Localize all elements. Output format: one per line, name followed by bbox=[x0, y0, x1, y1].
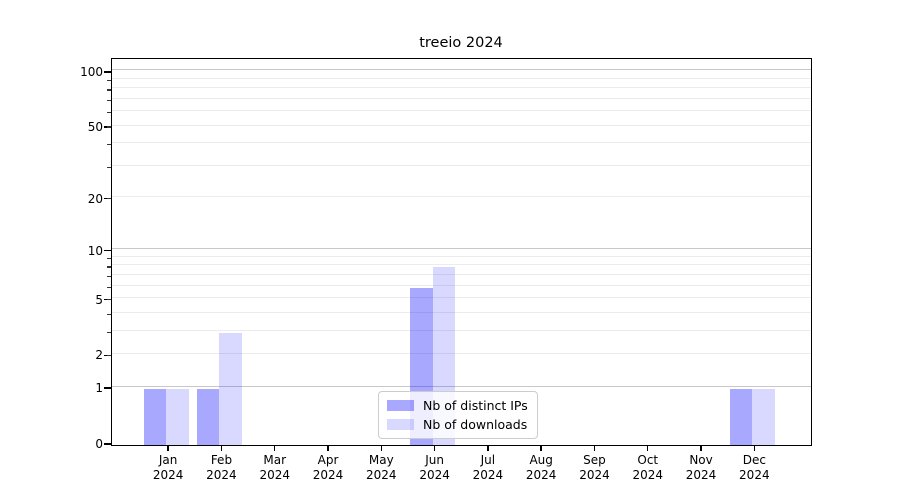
y-minor-tick bbox=[106, 266, 111, 268]
chart-title: treeio 2024 bbox=[419, 35, 503, 51]
gridline-minor bbox=[111, 255, 811, 257]
x-tick-label: Mar 2024 bbox=[259, 453, 290, 482]
y-tick-label: 20 bbox=[87, 191, 103, 206]
x-tick bbox=[220, 445, 223, 451]
legend: Nb of distinct IPs Nb of downloads bbox=[378, 391, 538, 439]
x-tick bbox=[167, 445, 169, 451]
y-tick-label: 50 bbox=[87, 120, 103, 135]
y-minor-tick bbox=[106, 275, 111, 278]
y-minor-tick bbox=[106, 144, 111, 146]
y-tick bbox=[104, 71, 111, 73]
x-tick bbox=[327, 445, 329, 451]
gridline-major bbox=[111, 69, 811, 71]
plot-area bbox=[110, 57, 812, 446]
y-minor-tick bbox=[106, 197, 111, 200]
x-tick bbox=[753, 445, 756, 451]
legend-label: Nb of downloads bbox=[423, 417, 528, 432]
y-tick-label: 100 bbox=[80, 64, 103, 79]
gridline-minor bbox=[111, 297, 811, 299]
gridline-minor bbox=[111, 124, 811, 126]
x-tick bbox=[380, 445, 382, 451]
y-minor-tick bbox=[106, 354, 111, 357]
bar-distinct-ips bbox=[196, 388, 220, 445]
bar-distinct-ips bbox=[729, 388, 753, 445]
legend-item: Nb of distinct IPs bbox=[387, 396, 528, 415]
x-tick-label: Feb 2024 bbox=[206, 453, 237, 482]
y-minor-tick bbox=[106, 99, 111, 102]
x-tick-label: May 2024 bbox=[366, 453, 397, 482]
x-tick bbox=[487, 445, 489, 451]
x-tick-label: Jun 2024 bbox=[419, 453, 450, 482]
x-tick-label: Dec 2024 bbox=[739, 453, 770, 482]
x-tick bbox=[700, 445, 702, 451]
gridline-major bbox=[111, 385, 811, 387]
x-tick bbox=[593, 445, 596, 451]
x-tick-label: Nov 2024 bbox=[685, 453, 717, 482]
gridline-minor bbox=[111, 329, 811, 331]
gridline-minor bbox=[111, 196, 811, 198]
x-tick-label: Sep 2024 bbox=[579, 453, 610, 482]
x-tick bbox=[540, 445, 542, 451]
x-tick-label: Jul 2024 bbox=[472, 453, 504, 482]
y-minor-tick bbox=[106, 79, 111, 82]
y-minor-tick bbox=[106, 286, 111, 288]
legend-label: Nb of distinct IPs bbox=[423, 398, 528, 413]
y-minor-tick bbox=[106, 257, 111, 260]
y-minor-tick bbox=[106, 298, 111, 301]
y-minor-tick bbox=[106, 166, 111, 168]
gridline-major bbox=[111, 248, 811, 250]
bar-downloads bbox=[166, 388, 189, 445]
bar-downloads bbox=[219, 332, 242, 445]
x-tick bbox=[433, 445, 436, 451]
y-minor-tick bbox=[106, 111, 111, 114]
x-tick-label: Jan 2024 bbox=[152, 453, 184, 482]
gridline-minor bbox=[111, 87, 811, 89]
x-tick bbox=[274, 445, 276, 451]
y-tick-label: 0 bbox=[95, 437, 103, 451]
gridline-minor bbox=[111, 311, 811, 313]
gridline-minor bbox=[111, 110, 811, 112]
gridline-minor bbox=[111, 284, 811, 286]
gridline-minor bbox=[111, 273, 811, 275]
gridline-minor bbox=[111, 264, 811, 266]
x-tick-label: Aug 2024 bbox=[525, 453, 557, 482]
gridline-minor bbox=[111, 164, 811, 166]
y-tick bbox=[104, 387, 111, 389]
gridline-minor bbox=[111, 77, 811, 79]
bar-distinct-ips bbox=[143, 388, 167, 445]
y-minor-tick bbox=[106, 89, 111, 91]
legend-swatch bbox=[387, 419, 414, 430]
y-minor-tick bbox=[106, 126, 111, 128]
bar-downloads bbox=[752, 388, 775, 445]
y-tick-label: 10 bbox=[87, 243, 103, 258]
x-tick-label: Oct 2024 bbox=[632, 453, 664, 482]
gridline-minor bbox=[111, 142, 811, 144]
x-tick bbox=[647, 445, 649, 451]
gridline-minor bbox=[111, 97, 811, 99]
gridline-minor bbox=[111, 352, 811, 354]
x-tick-label: Apr 2024 bbox=[312, 453, 344, 482]
y-minor-tick bbox=[106, 313, 111, 316]
y-tick bbox=[104, 443, 111, 445]
y-tick-label: 1 bbox=[95, 381, 103, 396]
legend-item: Nb of downloads bbox=[387, 415, 528, 434]
y-tick-label: 5 bbox=[95, 292, 103, 307]
y-tick-label: 2 bbox=[95, 348, 103, 363]
legend-swatch bbox=[387, 400, 414, 411]
y-minor-tick bbox=[106, 331, 111, 334]
y-tick bbox=[104, 249, 111, 252]
